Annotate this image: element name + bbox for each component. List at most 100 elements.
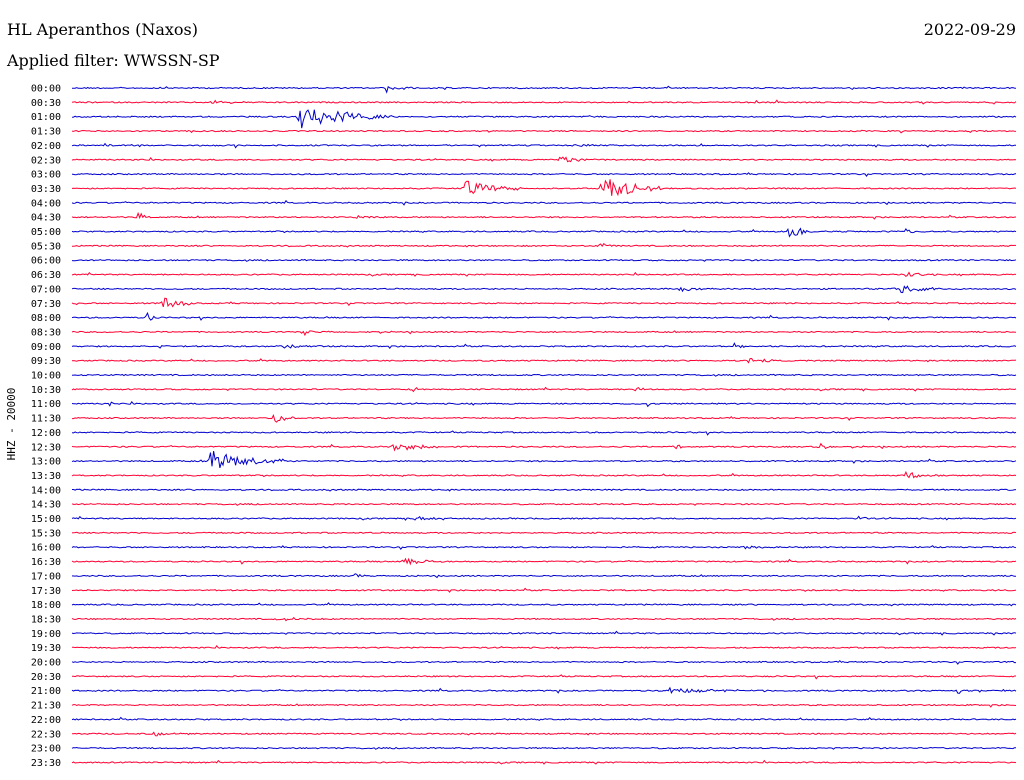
time-tick-label: 16:30 xyxy=(31,557,61,568)
trace-row-1930 xyxy=(72,644,1017,650)
trace-row-2000 xyxy=(71,659,1016,665)
time-tick-label: 15:00 xyxy=(31,514,61,525)
time-tick-label: 14:00 xyxy=(31,485,61,496)
time-tick-label: 20:30 xyxy=(31,672,61,683)
trace-row-0100 xyxy=(71,109,1017,129)
time-tick-label: 17:00 xyxy=(31,571,61,582)
time-tick-label: 03:30 xyxy=(31,184,61,195)
time-tick-labels: 00:00 00:30 01:00 01:30 02:00 02:30 03:00 03:30… xyxy=(31,84,61,769)
trace-row-2200 xyxy=(71,716,1017,722)
time-tick-label: 18:30 xyxy=(31,614,61,625)
time-tick-label: 23:00 xyxy=(31,744,61,755)
trace-row-0700 xyxy=(71,285,1017,294)
time-tick-label: 09:30 xyxy=(31,356,61,367)
trace-row-1400 xyxy=(72,488,1017,492)
trace-row-2230 xyxy=(71,731,1017,737)
time-tick-label: 18:00 xyxy=(31,600,61,611)
trace-row-1730 xyxy=(71,587,1017,593)
time-tick-label: 22:30 xyxy=(31,729,61,740)
trace-row-0230 xyxy=(71,156,1017,163)
time-tick-label: 19:00 xyxy=(31,629,61,640)
trace-row-0800 xyxy=(71,311,1017,321)
time-tick-label: 09:00 xyxy=(31,342,61,353)
time-tick-label: 02:00 xyxy=(31,141,61,152)
time-tick-label: 13:30 xyxy=(31,471,61,482)
time-tick-label: 08:00 xyxy=(31,313,61,324)
time-tick-label: 05:00 xyxy=(31,227,61,238)
trace-row-0900 xyxy=(71,342,1017,350)
trace-row-1130 xyxy=(72,414,1017,423)
trace-row-0330 xyxy=(71,179,1017,197)
time-tick-label: 10:00 xyxy=(31,371,61,382)
time-tick-label: 11:30 xyxy=(31,414,61,425)
time-tick-label: 02:30 xyxy=(31,155,61,166)
time-tick-label: 17:30 xyxy=(31,586,61,597)
trace-row-1030 xyxy=(71,386,1017,393)
trace-row-0000 xyxy=(72,85,1017,94)
trace-row-0730 xyxy=(71,297,1017,308)
time-tick-label: 03:00 xyxy=(31,170,61,181)
trace-row-2300 xyxy=(71,746,1016,750)
time-tick-label: 07:30 xyxy=(31,299,61,310)
y-axis-label: HHZ - 20000 xyxy=(5,388,18,461)
date-label: 2022-09-29 xyxy=(923,20,1016,39)
trace-row-1800 xyxy=(71,602,1017,607)
time-tick-label: 12:30 xyxy=(31,442,61,453)
time-tick-label: 00:30 xyxy=(31,98,61,109)
trace-row-0530 xyxy=(71,242,1016,248)
time-tick-label: 21:30 xyxy=(31,701,61,712)
time-tick-label: 08:30 xyxy=(31,327,61,338)
time-tick-label: 04:30 xyxy=(31,213,61,224)
station-title: HL Aperanthos (Naxos) xyxy=(7,20,198,39)
trace-row-1630 xyxy=(71,557,1017,566)
time-tick-label: 01:00 xyxy=(31,112,61,123)
time-tick-label: 13:00 xyxy=(31,457,61,468)
trace-row-1100 xyxy=(71,400,1017,408)
trace-row-0130 xyxy=(71,129,1017,134)
seismogram-traces xyxy=(71,85,1017,765)
trace-row-0300 xyxy=(71,172,1017,177)
trace-row-1500 xyxy=(71,515,1017,521)
time-tick-label: 00:00 xyxy=(31,84,61,95)
time-tick-label: 06:00 xyxy=(31,256,61,267)
time-tick-label: 14:30 xyxy=(31,500,61,511)
trace-row-1330 xyxy=(71,470,1017,479)
time-tick-label: 04:00 xyxy=(31,198,61,209)
time-tick-label: 21:00 xyxy=(31,686,61,697)
time-tick-label: 22:00 xyxy=(31,715,61,726)
time-tick-label: 10:30 xyxy=(31,385,61,396)
trace-row-1230 xyxy=(71,442,1017,452)
trace-row-1530 xyxy=(71,531,1017,534)
trace-row-0600 xyxy=(71,258,1017,262)
trace-row-1700 xyxy=(71,573,1016,579)
trace-row-0400 xyxy=(71,199,1016,206)
time-tick-label: 01:30 xyxy=(31,127,61,138)
trace-row-1200 xyxy=(71,430,1017,436)
time-tick-label: 05:30 xyxy=(31,241,61,252)
trace-row-1830 xyxy=(71,616,1017,622)
trace-row-1430 xyxy=(71,502,1017,506)
trace-row-2030 xyxy=(72,674,1016,680)
trace-row-2100 xyxy=(71,686,1017,694)
trace-row-1300 xyxy=(71,451,1017,469)
filter-label: Applied filter: WWSSN-SP xyxy=(7,51,220,70)
time-tick-label: 06:30 xyxy=(31,270,61,281)
trace-row-0030 xyxy=(71,99,1017,105)
time-tick-label: 16:00 xyxy=(31,543,61,554)
trace-row-0930 xyxy=(71,357,1017,364)
time-tick-label: 23:30 xyxy=(31,758,61,769)
time-tick-label: 15:30 xyxy=(31,528,61,539)
time-tick-label: 12:00 xyxy=(31,428,61,439)
time-tick-label: 19:30 xyxy=(31,643,61,654)
trace-row-1600 xyxy=(71,545,1017,551)
trace-row-2330 xyxy=(71,759,1017,765)
time-tick-label: 20:00 xyxy=(31,658,61,669)
trace-row-2130 xyxy=(71,703,1017,708)
trace-row-0430 xyxy=(71,211,1017,220)
trace-row-0630 xyxy=(71,271,1017,278)
trace-row-0200 xyxy=(71,142,1017,149)
trace-row-0830 xyxy=(71,330,1017,337)
trace-row-1000 xyxy=(71,373,1017,377)
time-tick-label: 07:00 xyxy=(31,284,61,295)
